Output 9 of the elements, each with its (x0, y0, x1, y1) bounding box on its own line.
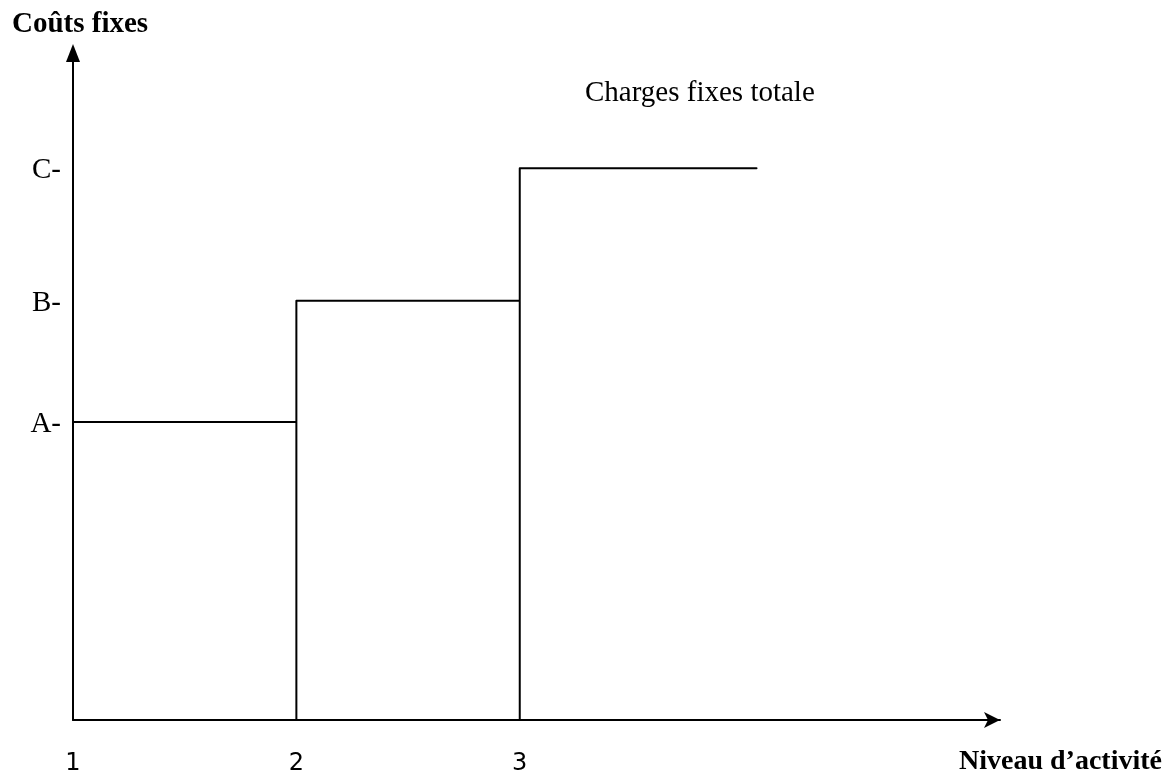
text: Charges fixes totale (585, 74, 815, 107)
y-axis-title: Coûts fixes (12, 5, 149, 38)
text: C- (32, 152, 61, 185)
text: A- (30, 406, 61, 439)
text: B- (32, 284, 61, 317)
x-tick-label: 2 (288, 748, 305, 774)
x-tick-label: 3 (512, 748, 528, 774)
x-tick-label: 1 (65, 748, 81, 774)
x-axis-title: Niveau d’activité (959, 743, 1163, 774)
